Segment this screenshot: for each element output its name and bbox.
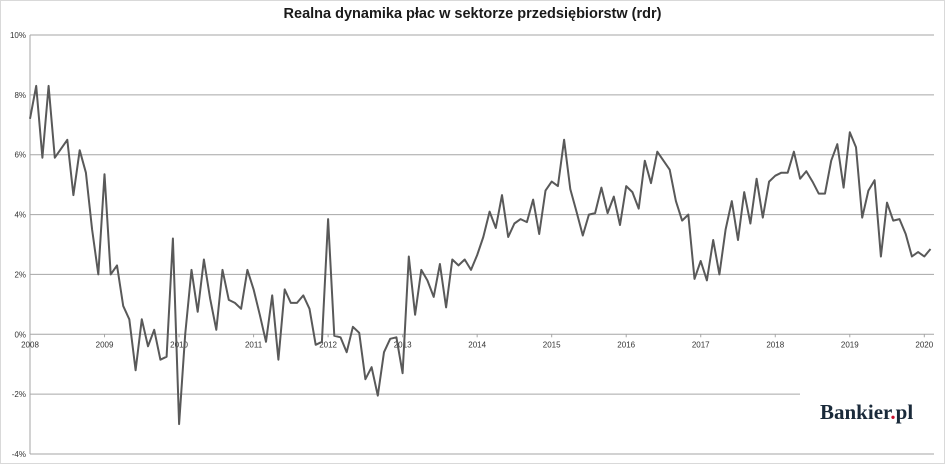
- chart-title: Realna dynamika płac w sektorze przedsię…: [283, 6, 662, 22]
- y-tick-label: 4%: [14, 211, 26, 220]
- x-tick-label: 2017: [692, 340, 710, 349]
- axes: [29, 35, 936, 454]
- y-tick-label: 2%: [14, 270, 26, 279]
- x-tick-labels: 2008 2009 2010 2011 2012 2013 2014 2015 2016 2017…: [21, 340, 934, 349]
- y-tick-labels: -4% -2% 0% 2% 4% 6% 8% 10%: [10, 31, 26, 459]
- series-line-0: [29, 84, 932, 426]
- gridline-gap: [800, 393, 936, 396]
- logo-dot: .: [890, 400, 896, 424]
- series-group: [29, 84, 932, 426]
- x-tick-label: 2016: [617, 340, 635, 349]
- x-tick-label: 2010: [170, 340, 188, 349]
- grid-lines: [30, 34, 934, 455]
- y-tick-label: 0%: [14, 330, 26, 339]
- y-tick-label: 10%: [10, 31, 26, 40]
- y-tick-label: 6%: [14, 151, 26, 160]
- y-tick-label: 8%: [14, 91, 26, 100]
- x-tick-label: 2008: [21, 340, 39, 349]
- logo-suffix: pl: [895, 400, 914, 424]
- bankier-logo: Bankier.pl: [820, 400, 913, 425]
- x-tick-label: 2011: [245, 340, 263, 349]
- x-tick-label: 2014: [468, 340, 486, 349]
- x-tick-label: 2018: [766, 340, 784, 349]
- x-tick-label: 2009: [96, 340, 114, 349]
- x-tick-label: 2013: [394, 340, 412, 349]
- x-tick-label: 2019: [841, 340, 859, 349]
- y-tick-label: -4%: [12, 450, 26, 459]
- x-tick-label: 2012: [319, 340, 337, 349]
- y-tick-label: -2%: [12, 390, 26, 399]
- x-tick-label: 2020: [915, 340, 933, 349]
- logo-text: Bankier: [820, 400, 891, 424]
- x-tick-label: 2015: [543, 340, 561, 349]
